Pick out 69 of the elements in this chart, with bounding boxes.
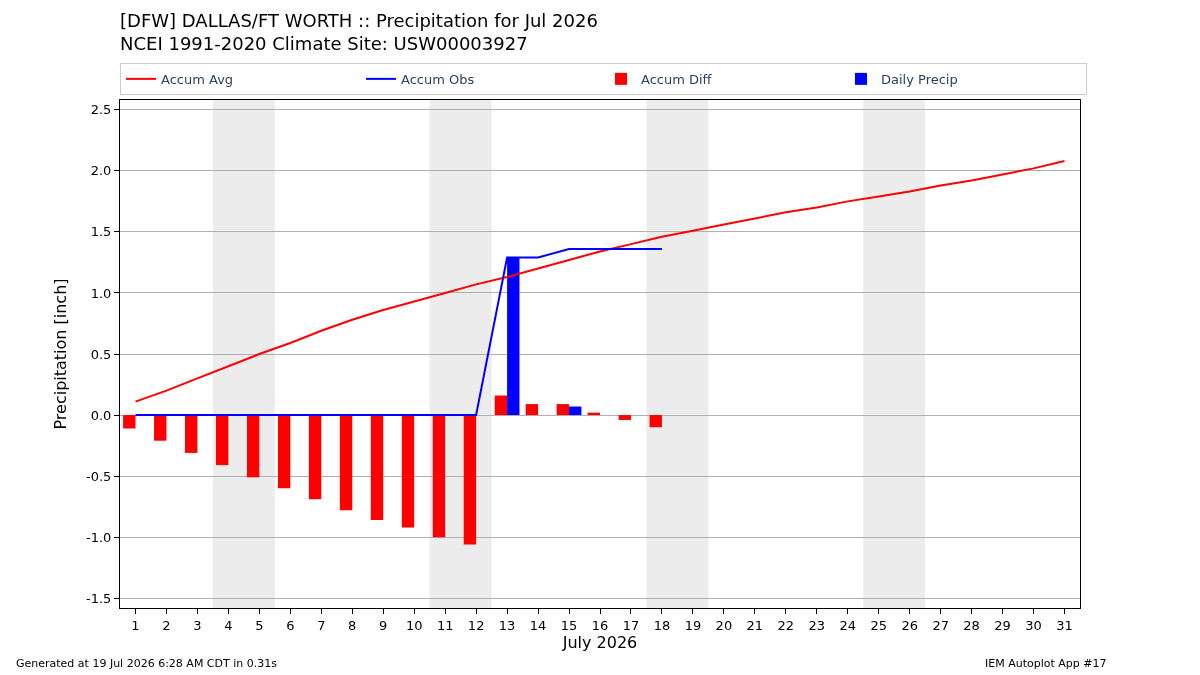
y-tick-label: -1.0	[86, 529, 112, 545]
x-tick-label: 31	[1056, 617, 1073, 633]
bar	[432, 415, 446, 538]
x-tick-label: 20	[715, 617, 733, 633]
x-tick-label: 13	[498, 617, 516, 633]
legend-label: Accum Obs	[401, 71, 475, 87]
x-tick-label: 15	[560, 617, 578, 633]
y-tick-label: 0.5	[90, 346, 112, 362]
y-tick-label: 2.5	[90, 102, 112, 118]
x-tick-label: 28	[963, 617, 980, 633]
x-tick-label: 18	[653, 617, 671, 633]
bar	[277, 415, 291, 489]
x-tick-label: 10	[405, 617, 423, 633]
x-tick-label: 27	[932, 617, 949, 633]
x-tick-label: 21	[746, 617, 764, 633]
bar	[246, 415, 260, 478]
y-tick-label: -1.5	[86, 590, 112, 606]
y-tick-label: 2.0	[90, 163, 112, 179]
y-tick-label: 0.0	[90, 407, 112, 423]
x-tick-label: 14	[529, 617, 547, 633]
chart-subtitle: NCEI 1991-2020 Climate Site: USW00003927	[120, 33, 528, 55]
text: IEM Autoplot App #17	[985, 657, 1107, 670]
x-tick-label: 30	[1025, 617, 1042, 633]
bar	[154, 415, 167, 441]
x-tick-label: 5	[255, 617, 264, 633]
line-series	[134, 160, 1066, 403]
x-tick-label: 4	[224, 617, 233, 633]
x-tick-label: 8	[348, 617, 357, 633]
bar	[569, 406, 582, 416]
chart-title: [DFW] DALLAS/FT WORTH :: Precipitation for Jul 2026	[120, 10, 598, 31]
x-tick-label: 3	[193, 617, 202, 633]
x-tick-label: 7	[317, 617, 326, 633]
x-tick-label: 1	[131, 617, 140, 633]
x-tick-label: 12	[467, 617, 485, 633]
bar	[649, 415, 662, 428]
x-tick-label: 17	[622, 617, 640, 633]
x-tick-label: 25	[870, 617, 887, 633]
x-tick-label: 22	[777, 617, 795, 633]
bar	[556, 404, 570, 416]
x-tick-label: 24	[839, 617, 857, 633]
x-tick-label: 19	[684, 617, 702, 633]
bar	[401, 415, 415, 528]
y-tick-label: -0.5	[86, 468, 112, 484]
x-tick-label: 6	[286, 617, 295, 633]
legend-label: Accum Diff	[641, 71, 713, 87]
bar	[494, 395, 508, 416]
x-axis-title: July 2026	[561, 632, 638, 652]
bar	[618, 415, 631, 420]
x-tick-label: 2	[162, 617, 171, 633]
y-tick-label: 1.0	[90, 285, 112, 301]
x-tick-label: 26	[901, 617, 918, 633]
bar	[525, 404, 539, 416]
bar	[185, 415, 198, 453]
y-axis-title: Precipitation [inch]	[50, 278, 70, 430]
bar	[339, 415, 353, 511]
bar	[370, 415, 384, 521]
bar	[123, 415, 136, 429]
x-tick-label: 29	[994, 617, 1011, 633]
bar	[216, 415, 229, 466]
legend-label: Daily Precip	[881, 71, 958, 87]
legend-label: Accum Avg	[161, 71, 234, 87]
x-tick-label: 11	[436, 617, 454, 633]
bar	[463, 415, 477, 545]
text: Generated at 19 Jul 2026 6:28 AM CDT in 0.31s	[16, 657, 278, 670]
bar	[308, 415, 322, 500]
x-tick-label: 9	[379, 617, 388, 633]
x-tick-label: 23	[808, 617, 826, 633]
x-tick-label: 16	[591, 617, 609, 633]
y-tick-label: 1.5	[90, 224, 112, 240]
